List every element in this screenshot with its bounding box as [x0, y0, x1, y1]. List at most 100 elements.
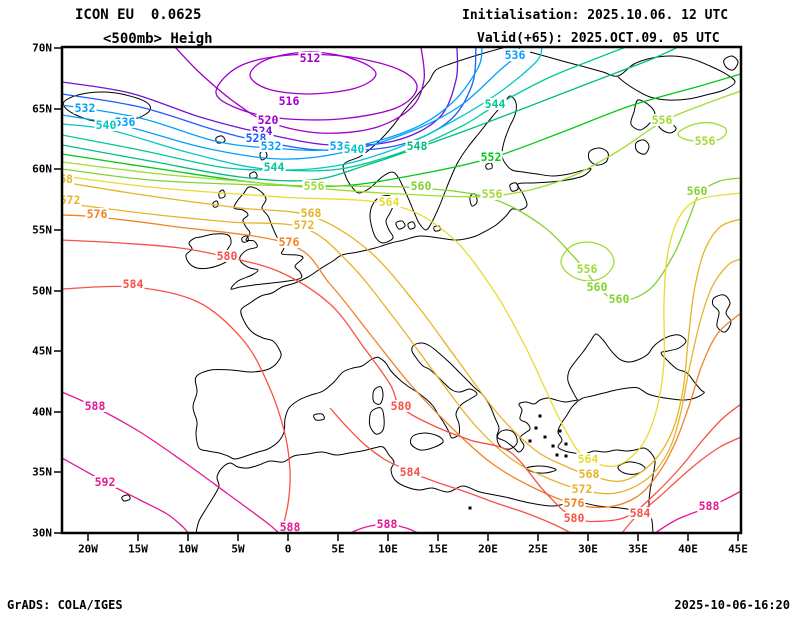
contour-label-564: 564 — [379, 195, 400, 209]
coastline-scandinavia-baltic-westeurope — [192, 47, 592, 460]
contour-label-bg — [256, 114, 280, 126]
contour-label-bg — [398, 466, 422, 478]
contour-label-bg — [409, 180, 433, 192]
coastline-peloponnese — [496, 429, 518, 450]
contour-584 — [62, 285, 291, 533]
lat-label-55N: 55N — [32, 224, 52, 237]
title-model: ICON EU 0.0625 — [75, 7, 202, 23]
contour-label-bg — [85, 208, 109, 220]
contour-label-580: 580 — [564, 511, 585, 525]
contour-label-560: 560 — [587, 280, 608, 294]
coastline-black-sea — [567, 333, 705, 401]
contour-label-bg — [259, 140, 283, 152]
contour-label-bg — [562, 497, 586, 509]
creation-timestamp: 2025-10-06-16:20 — [674, 598, 790, 612]
contour-544 — [62, 47, 627, 172]
contour-label-bg — [375, 518, 399, 530]
contour-label-bg — [62, 173, 75, 185]
coastline-turkey-levant — [557, 400, 656, 533]
contour-576 — [62, 214, 741, 509]
contour-label-536: 536 — [115, 115, 136, 129]
lon-label-5W: 5W — [231, 543, 245, 556]
contour-label-536: 536 — [505, 48, 526, 62]
title-valid-time: Valid(+65): 2025.OCT.09. 05 UTC — [477, 31, 720, 46]
contour-552 — [62, 73, 741, 188]
lat-label-60N: 60N — [32, 163, 52, 176]
island-dot — [564, 442, 568, 446]
contour-label-588: 588 — [377, 517, 398, 531]
contour-label-560: 560 — [687, 184, 708, 198]
contour-label-bg — [389, 400, 413, 412]
contour-label-580: 580 — [391, 399, 412, 413]
lon-label-40E: 40E — [678, 543, 698, 556]
lon-label-20E: 20E — [478, 543, 498, 556]
island-dot — [555, 453, 559, 457]
lat-label-30N: 30N — [32, 527, 52, 540]
coastline-corsica — [372, 386, 384, 405]
contour-564 — [62, 175, 741, 468]
contour-label-576: 576 — [564, 496, 585, 510]
island-dot — [534, 426, 538, 430]
contour-label-592: 592 — [95, 475, 116, 489]
contour-label-bg — [685, 185, 709, 197]
coastline-funen — [407, 221, 416, 230]
contour-label-bg — [342, 143, 366, 155]
contour-label-540: 540 — [96, 118, 117, 132]
contour-label-bg — [121, 278, 145, 290]
contour-label-544: 544 — [485, 97, 506, 111]
contour-label-580: 580 — [217, 249, 238, 263]
title-init-time: Initialisation: 2025.10.06. 12 UTC — [462, 8, 729, 23]
title-field: <500mb> Heigh — [103, 31, 213, 47]
lat-label-40N: 40N — [32, 406, 52, 419]
contour-label-564: 564 — [578, 452, 599, 466]
contour-label-bg — [377, 196, 401, 208]
contour-label-bg — [215, 250, 239, 262]
contour-label-bg — [577, 468, 601, 480]
contour-label-544: 544 — [264, 160, 285, 174]
contour-label-588: 588 — [280, 520, 301, 534]
contour-label-540: 540 — [344, 142, 365, 156]
lon-label-10E: 10E — [378, 543, 398, 556]
lon-label-30E: 30E — [578, 543, 598, 556]
contour-label-572: 572 — [572, 482, 593, 496]
contour-label-560: 560 — [411, 179, 432, 193]
lon-label-15W: 15W — [128, 543, 148, 556]
lat-label-65N: 65N — [32, 103, 52, 116]
map-inner: 5125165205245285325325365365365405405445… — [62, 47, 741, 534]
contour-label-bg — [607, 293, 631, 305]
contour-556 — [560, 241, 615, 282]
lon-label-20W: 20W — [78, 543, 98, 556]
contour-label-576: 576 — [279, 235, 300, 249]
contour-label-bg — [292, 219, 316, 231]
contour-label-bg — [73, 102, 97, 114]
lon-label-10W: 10W — [178, 543, 198, 556]
contour-580 — [62, 239, 741, 523]
coastline-isle-of-man — [241, 235, 249, 243]
coastline-iceland — [62, 91, 151, 123]
contour-label-bg — [479, 151, 503, 163]
contour-label-512: 512 — [300, 51, 321, 65]
coastline-ireland — [185, 233, 232, 270]
contour-label-548: 548 — [407, 139, 428, 153]
coastline-italy-adriatic-greece — [377, 342, 579, 453]
lon-label-25E: 25E — [528, 543, 548, 556]
contour-label-bg — [302, 180, 326, 192]
coastline-hebrides — [218, 189, 226, 199]
contour-label-bg — [83, 400, 107, 412]
contour-label-bg — [480, 188, 504, 200]
contour-label-bg — [299, 207, 323, 219]
coastline-lake-ladoga — [587, 147, 609, 166]
contour-label-bg — [575, 263, 599, 275]
contour-label-532: 532 — [75, 101, 96, 115]
contour-584 — [621, 436, 741, 533]
coastline-zealand — [395, 220, 406, 230]
coastline-madeira — [121, 494, 131, 502]
coastline-kola-murmansk — [529, 51, 736, 101]
coastline-crete — [526, 465, 557, 474]
coastline-orkney — [249, 171, 258, 179]
coastline-sardinia — [368, 407, 385, 435]
coastline-mallorca — [313, 413, 325, 421]
contour-label-556: 556 — [577, 262, 598, 276]
